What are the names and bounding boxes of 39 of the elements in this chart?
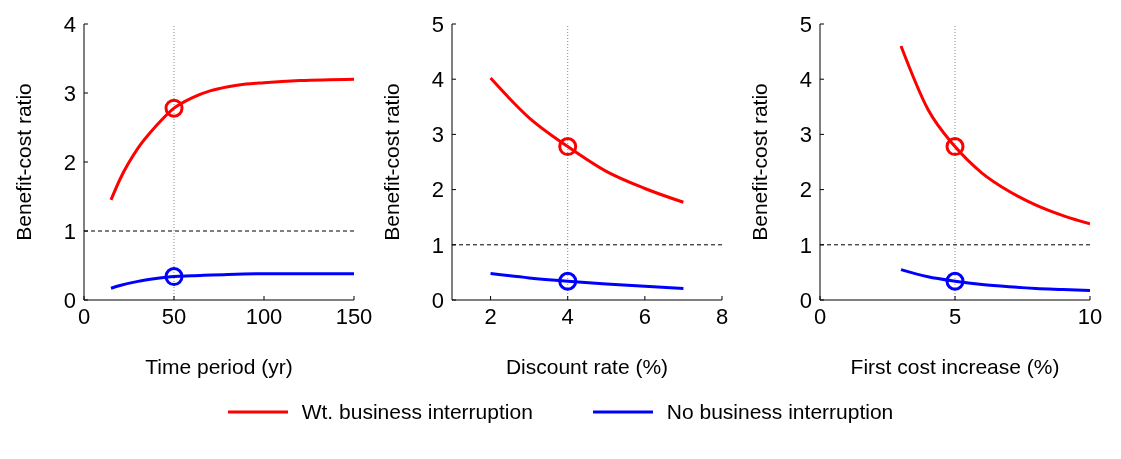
y-tick-label: 4	[799, 67, 812, 93]
y-tick-label: 1	[799, 232, 812, 258]
y-tick-label: 1	[431, 232, 444, 258]
x-axis-title: First cost increase (%)	[850, 355, 1060, 378]
y-axis-title: Benefit-cost ratio	[12, 83, 36, 241]
legend-label: No business interruption	[666, 400, 894, 424]
y-tick-label: 3	[799, 122, 812, 148]
x-tick-label: 4	[561, 303, 574, 329]
x-axis-title: Time period (yr)	[145, 355, 293, 378]
y-tick-label: 2	[431, 177, 444, 203]
y-tick-label: 3	[63, 80, 76, 106]
y-tick-label: 2	[799, 177, 812, 203]
x-tick-label: 100	[245, 303, 283, 329]
x-tick-label: 5	[948, 303, 962, 329]
y-tick-label: 5	[799, 11, 812, 37]
y-axis-title: Benefit-cost ratio	[748, 83, 772, 241]
line-series	[899, 44, 1090, 226]
y-tick-label: 0	[431, 287, 444, 313]
x-tick-label: 2	[484, 303, 497, 329]
y-axis-title: Benefit-cost ratio	[380, 83, 404, 241]
y-tick-label: 1	[63, 218, 76, 244]
line-series	[899, 268, 1090, 293]
y-tick-label: 5	[431, 11, 444, 37]
line-series	[489, 272, 685, 290]
y-tick-label: 3	[431, 122, 444, 148]
y-tick-label: 0	[63, 287, 76, 313]
y-tick-label: 2	[63, 149, 76, 175]
y-tick-label: 4	[431, 67, 444, 93]
line-series	[489, 76, 685, 204]
y-tick-label: 0	[799, 287, 812, 313]
legend-label: Wt. business interruption	[301, 400, 533, 424]
x-axis-title: Discount rate (%)	[505, 355, 669, 378]
x-tick-label: 6	[638, 303, 651, 329]
line-series	[109, 77, 354, 202]
y-tick-label: 4	[63, 11, 76, 37]
x-tick-label: 8	[715, 303, 729, 329]
x-tick-label: 150	[335, 303, 373, 329]
x-tick-label: 50	[161, 303, 187, 329]
x-tick-label: 10	[1077, 303, 1103, 329]
